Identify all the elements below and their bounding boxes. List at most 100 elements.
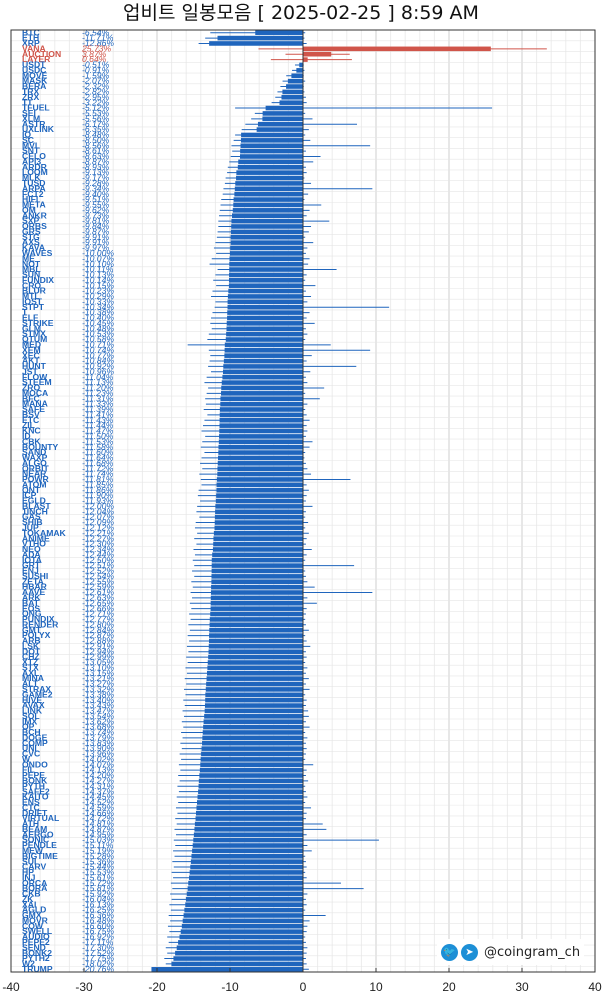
coin-change-label: -14.45% [82,792,114,802]
coin-change-label: -12.30% [82,539,114,549]
coin-change-label: -13.32% [82,684,114,694]
coin-name-label: WAVES [22,248,53,258]
coin-change-label: -8.63% [82,151,110,161]
bar [265,105,303,111]
coin-labels: BTC -6.54% ETH -11.71% XRP -12.86% VANA 25.73% A… [22,27,114,974]
coin-name-label: XTZ [22,657,38,667]
bar [211,584,303,590]
coin-change-label: -10.96% [82,366,114,376]
bar [213,536,303,541]
coin-name-label: KAITO [22,792,49,802]
coin-name-label: CARV [22,862,46,872]
bar [210,590,303,595]
coin-name-label: LAYER [22,54,51,64]
coin-name-label: WAXP [22,453,48,463]
coin-name-label: IMX [22,716,38,726]
coin-name-label: KNC [22,426,41,436]
bar [230,245,303,251]
coin-name-label: SC [22,135,34,145]
coin-change-label: -9.40% [82,189,110,199]
bar [240,154,303,159]
bar [219,412,303,418]
coin-name-label: STPT [22,302,45,312]
bar [211,557,303,563]
bar [229,261,303,267]
coin-change-label: -6.35% [82,124,110,134]
coin-change-label: -14.81% [82,819,114,829]
bar [218,444,303,450]
coin-name-label: DOT [22,646,41,656]
coin-name-label: ZRO [22,383,40,393]
coin-name-label: RENDER [22,619,59,629]
bar [227,299,303,305]
coin-change-label: -14.20% [82,770,114,780]
bar [218,455,303,461]
coin-name-label: OP [22,722,35,732]
coin-name-label: TFUEL [22,103,50,113]
bar [209,633,303,638]
coin-name-label: BCH [22,727,41,737]
bar [229,272,303,278]
bar [194,827,303,832]
bar [196,805,303,811]
bar [210,595,303,601]
coin-name-label: BOUNTY [22,442,59,452]
bar [222,369,303,375]
coin-name-label: IOST [22,296,43,306]
bar [208,644,303,649]
coin-change-label: -12.21% [82,528,114,538]
coin-name-label: GRS [22,226,41,236]
coin-name-label: INJ [22,872,36,882]
coin-name-label: AGLD [22,905,46,915]
bar [221,380,303,385]
coin-change-label: -2.95% [82,92,110,102]
coin-name-label: MANA [22,399,48,409]
coin-name-label: MLK [22,173,41,183]
coin-name-label: BERA [22,81,46,91]
bar [173,956,303,961]
bar [181,923,303,929]
coin-change-label: -13.47% [82,706,114,716]
x-tick-label: -30 [75,980,93,994]
coin-change-label: -15.28% [82,851,114,861]
x-axis-ticks: -40 -30 -20 -10 0 10 20 30 40 [2,968,602,994]
bar [236,170,303,175]
coin-name-label: HIVE [22,695,42,705]
coin-name-label: LOOM [22,167,48,177]
coin-name-label: STRAX [22,684,51,694]
bar [202,735,303,741]
coin-change-label: -9.28% [82,178,110,188]
coin-change-label: -14.31% [82,781,114,791]
coin-change-label: -10.11% [82,264,114,274]
coin-change-label: -17.30% [82,942,114,952]
bar [216,487,303,493]
x-tick-label: 0 [300,980,307,994]
bar [238,159,303,165]
bar [208,638,303,644]
coin-name-label: EGLD [22,496,46,506]
bar [200,757,303,762]
bar [231,224,303,229]
bar [255,30,303,35]
coin-name-label: HUNT [22,361,47,371]
coin-change-label: -9.34% [82,183,110,193]
coin-change-label: -13.62% [82,716,114,726]
bar [235,181,303,186]
bar [262,111,303,116]
coin-change-label: -9.51% [82,194,110,204]
coin-name-label: SEI [22,108,36,118]
coin-name-label: PEPE [22,770,45,780]
coin-name-label: CVC [22,749,40,759]
bar [210,606,303,611]
coin-change-label: -13.79% [82,732,114,742]
coin-name-label: ETC [22,415,39,425]
coin-change-label: -10.23% [82,286,114,296]
coin-change-label: -11.04% [82,372,114,382]
coin-name-label: SAFE2 [22,786,50,796]
bar [223,358,303,364]
bar [200,762,303,768]
coin-name-label: BONK2 [22,948,52,958]
coin-name-label: USDC [22,65,46,75]
bar [241,132,303,138]
bar [195,816,303,821]
